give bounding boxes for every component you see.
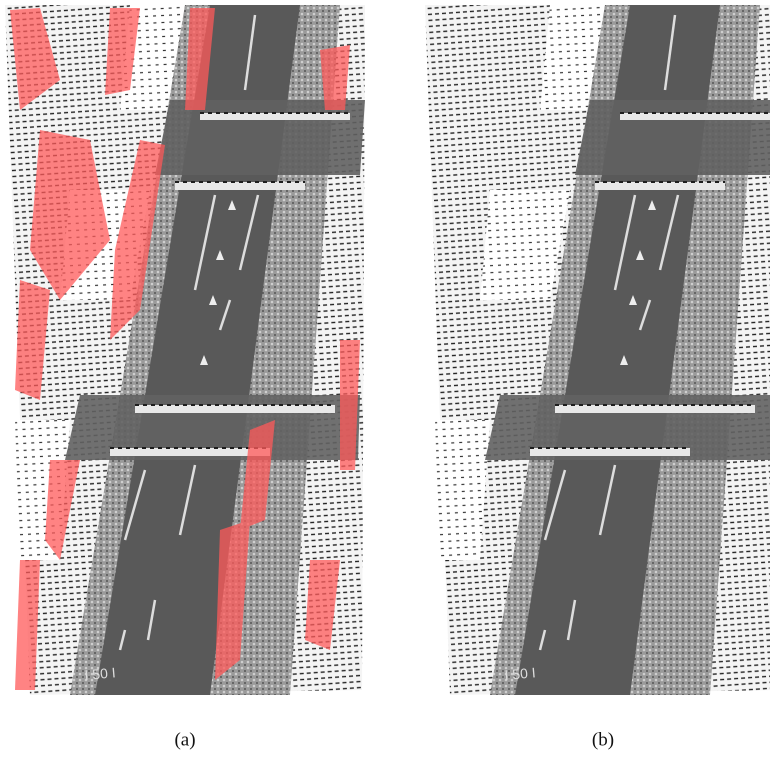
- point-cloud: [425, 5, 770, 695]
- figure: I 50 I (a) (b): [0, 0, 770, 758]
- caption: (b): [592, 729, 614, 750]
- panel-a: [5, 5, 365, 695]
- page: I 50 I (a) (b) (() => { const data = JSO…: [0, 0, 770, 758]
- caption: (a): [174, 729, 195, 750]
- panel-b: [425, 5, 770, 695]
